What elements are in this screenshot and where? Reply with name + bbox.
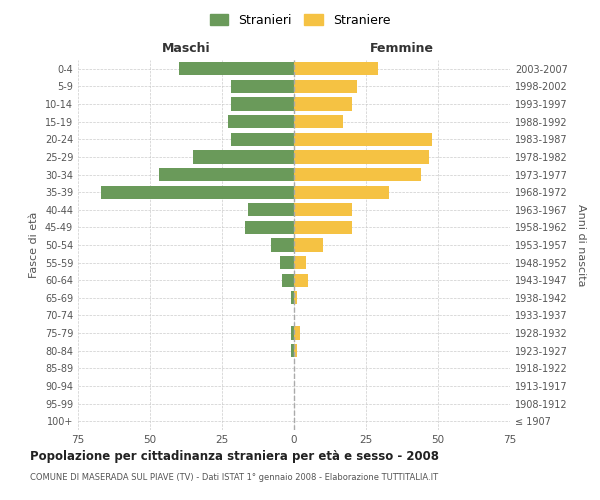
Y-axis label: Fasce di età: Fasce di età — [29, 212, 39, 278]
Bar — [230, 98, 294, 110]
Bar — [193, 150, 294, 164]
Bar — [294, 115, 343, 128]
Bar — [294, 150, 430, 164]
Bar — [294, 256, 305, 269]
Bar — [294, 274, 308, 287]
Bar — [294, 238, 323, 252]
Legend: Stranieri, Straniere: Stranieri, Straniere — [205, 8, 395, 32]
Bar — [294, 203, 352, 216]
Bar — [245, 221, 294, 234]
Text: Popolazione per cittadinanza straniera per età e sesso - 2008: Popolazione per cittadinanza straniera p… — [30, 450, 439, 463]
Bar — [294, 132, 432, 146]
Bar — [294, 344, 297, 358]
Bar — [248, 203, 294, 216]
Bar — [230, 132, 294, 146]
Bar — [294, 62, 377, 76]
Bar — [179, 62, 294, 76]
Bar — [101, 186, 294, 198]
Bar — [294, 80, 358, 93]
Bar — [291, 344, 294, 358]
Bar — [228, 115, 294, 128]
Bar — [271, 238, 294, 252]
Bar — [294, 168, 421, 181]
Text: Maschi: Maschi — [161, 42, 211, 55]
Bar — [291, 326, 294, 340]
Bar — [294, 291, 297, 304]
Bar — [230, 80, 294, 93]
Bar — [280, 256, 294, 269]
Text: Femmine: Femmine — [370, 42, 434, 55]
Y-axis label: Anni di nascita: Anni di nascita — [576, 204, 586, 286]
Bar — [294, 221, 352, 234]
Bar — [158, 168, 294, 181]
Text: COMUNE DI MASERADA SUL PIAVE (TV) - Dati ISTAT 1° gennaio 2008 - Elaborazione TU: COMUNE DI MASERADA SUL PIAVE (TV) - Dati… — [30, 472, 438, 482]
Bar — [283, 274, 294, 287]
Bar — [294, 186, 389, 198]
Bar — [294, 326, 300, 340]
Bar — [291, 291, 294, 304]
Bar — [294, 98, 352, 110]
